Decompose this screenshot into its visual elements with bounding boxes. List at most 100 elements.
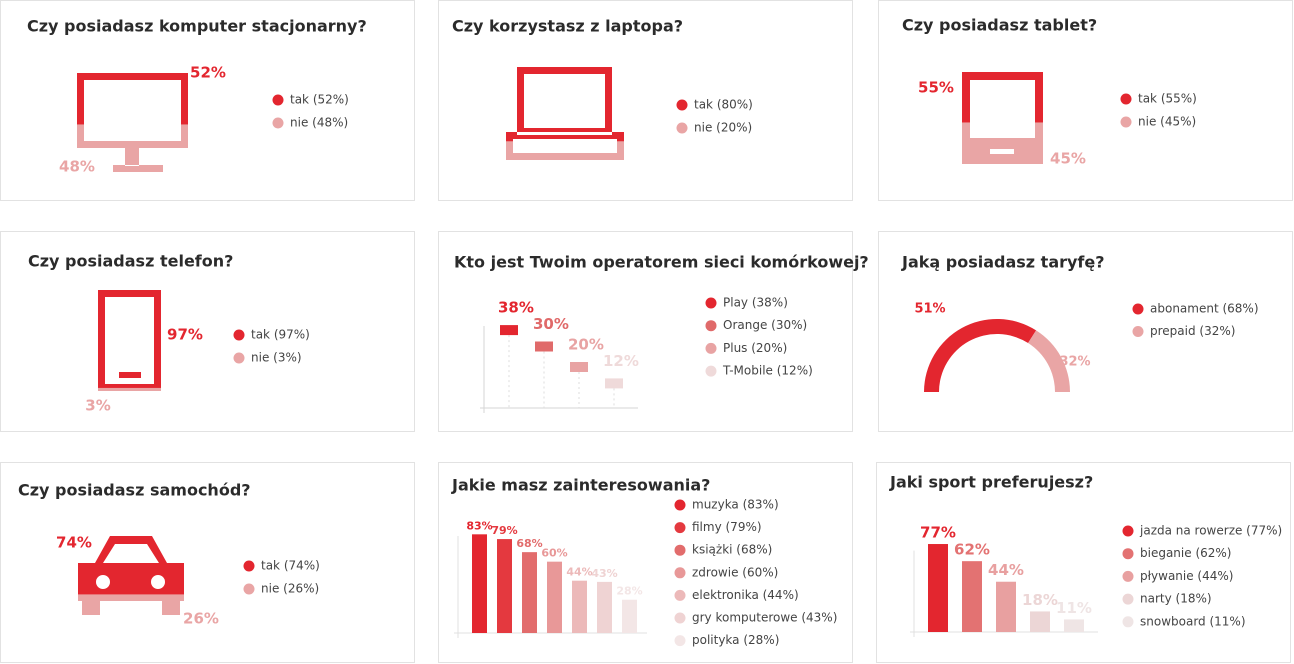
legend-label: muzyka (83%) <box>692 498 779 512</box>
legend-label: abonament (68%) <box>1150 302 1259 316</box>
value-label: 77% <box>920 524 956 542</box>
legend-marker <box>243 583 255 595</box>
legend-label: nie (48%) <box>290 116 348 130</box>
value-label: 44% <box>988 561 1024 579</box>
icon-fill <box>98 387 161 391</box>
annotation: 32% <box>1059 355 1090 370</box>
legend-marker <box>1120 116 1132 128</box>
legend-label: bieganie (62%) <box>1140 546 1231 560</box>
bar <box>1064 619 1084 632</box>
legend-label: tak (97%) <box>251 328 310 342</box>
legend-marker <box>705 365 717 377</box>
legend-label: nie (26%) <box>261 582 319 596</box>
panel: Czy posiadasz telefon? 97% 3% tak (97%) nie … <box>0 231 415 432</box>
value-label: 60% <box>541 547 567 560</box>
legend-marker <box>272 94 284 106</box>
panel-title: Czy posiadasz komputer stacjonarny? <box>27 17 367 36</box>
legend-label: Plus (20%) <box>723 341 787 355</box>
panel-frame <box>0 462 415 663</box>
legend-marker <box>674 589 686 601</box>
legend-marker <box>233 352 245 364</box>
legend-label: pływanie (44%) <box>1140 569 1233 583</box>
bar <box>1030 611 1050 632</box>
panel-frame <box>0 231 415 432</box>
value-label: 38% <box>498 299 534 317</box>
value-label: 20% <box>568 336 604 354</box>
bar <box>928 544 948 632</box>
panel: Czy posiadasz tablet? 55% 45% tak (55%) nie … <box>878 0 1293 201</box>
panel: Jakie masz zainteresowania? 83%79%68%60% 4… <box>438 462 853 663</box>
value-label: 52% <box>190 64 226 82</box>
value-label: 30% <box>533 315 569 333</box>
value-label: 18% <box>1022 591 1058 609</box>
legend-label: prepaid (32%) <box>1150 324 1235 338</box>
panel-title: Jaki sport preferujesz? <box>889 473 1093 492</box>
panel-title: Jaką posiadasz taryfę? <box>901 253 1105 272</box>
gauge-segment <box>1028 330 1070 392</box>
panel: Czy korzystasz z laptopa? tak (80%) nie (2… <box>438 0 853 201</box>
value-label: 55% <box>918 79 954 97</box>
gauge-segment <box>924 319 1037 392</box>
legend-marker <box>676 122 688 134</box>
bar <box>472 534 487 633</box>
marker <box>605 378 623 389</box>
legend-label: jazda na rowerze (77%) <box>1139 524 1282 538</box>
panel-frame <box>878 231 1293 432</box>
legend-label: elektronika (44%) <box>692 588 799 602</box>
bar <box>497 539 512 633</box>
panel-frame <box>438 0 853 201</box>
legend-label: snowboard (11%) <box>1140 614 1246 628</box>
marker <box>535 341 553 352</box>
panel-title: Czy posiadasz tablet? <box>902 16 1097 35</box>
legend-marker <box>1132 303 1144 315</box>
legend-marker <box>705 297 717 309</box>
value-label: 79% <box>491 524 517 537</box>
bar <box>547 561 562 633</box>
panel-frame <box>0 0 415 201</box>
bar <box>597 581 612 633</box>
panel: Czy posiadasz komputer stacjonarny? 52% 48… <box>0 0 415 201</box>
value-label: 11% <box>1056 599 1092 617</box>
legend-marker <box>1120 93 1132 105</box>
legend-label: polityka (28%) <box>692 633 779 647</box>
value-label: 74% <box>56 534 92 552</box>
legend-marker <box>272 117 284 129</box>
panel-title: Jakie masz zainteresowania? <box>451 476 710 495</box>
panel: Jaką posiadasz taryfę? 51% 32% abonament (6… <box>878 231 1293 432</box>
legend-marker <box>674 612 686 624</box>
legend-label: nie (20%) <box>694 121 752 135</box>
legend-label: tak (74%) <box>261 559 320 573</box>
marker <box>570 362 588 372</box>
panel: Jaki sport preferujesz? 77%62% 44% 18%11% ja… <box>876 462 1291 663</box>
legend-marker <box>674 544 686 556</box>
legend-label: narty (18%) <box>1140 592 1212 606</box>
legend-marker <box>705 320 717 332</box>
panel-title: Czy korzystasz z laptopa? <box>452 17 683 36</box>
value-label: 45% <box>1050 150 1086 168</box>
bar <box>522 552 537 633</box>
value-label: 28% <box>616 585 642 598</box>
legend-marker <box>1122 570 1134 582</box>
legend-marker <box>674 522 686 534</box>
legend-marker <box>1122 616 1134 628</box>
legend-marker <box>676 99 688 111</box>
value-label: 44% <box>566 566 592 579</box>
legend-label: zdrowie (60%) <box>692 565 778 579</box>
legend-label: gry komputerowe (43%) <box>692 611 837 625</box>
value-label: 3% <box>85 397 110 415</box>
legend-label: Play (38%) <box>723 296 788 310</box>
value-label: 43% <box>591 567 617 580</box>
legend-label: tak (80%) <box>694 98 753 112</box>
panel-title: Czy posiadasz telefon? <box>28 252 233 271</box>
value-label: 83% <box>466 519 492 532</box>
legend-marker <box>233 329 245 341</box>
legend-marker <box>705 342 717 354</box>
legend-label: T-Mobile (12%) <box>722 364 813 378</box>
legend-label: nie (45%) <box>1138 115 1196 129</box>
panel-title: Kto jest Twoim operatorem sieci komórkow… <box>454 253 869 272</box>
bar <box>622 599 637 633</box>
value-label: 12% <box>603 352 639 370</box>
legend-marker <box>674 567 686 579</box>
bar <box>572 580 587 633</box>
